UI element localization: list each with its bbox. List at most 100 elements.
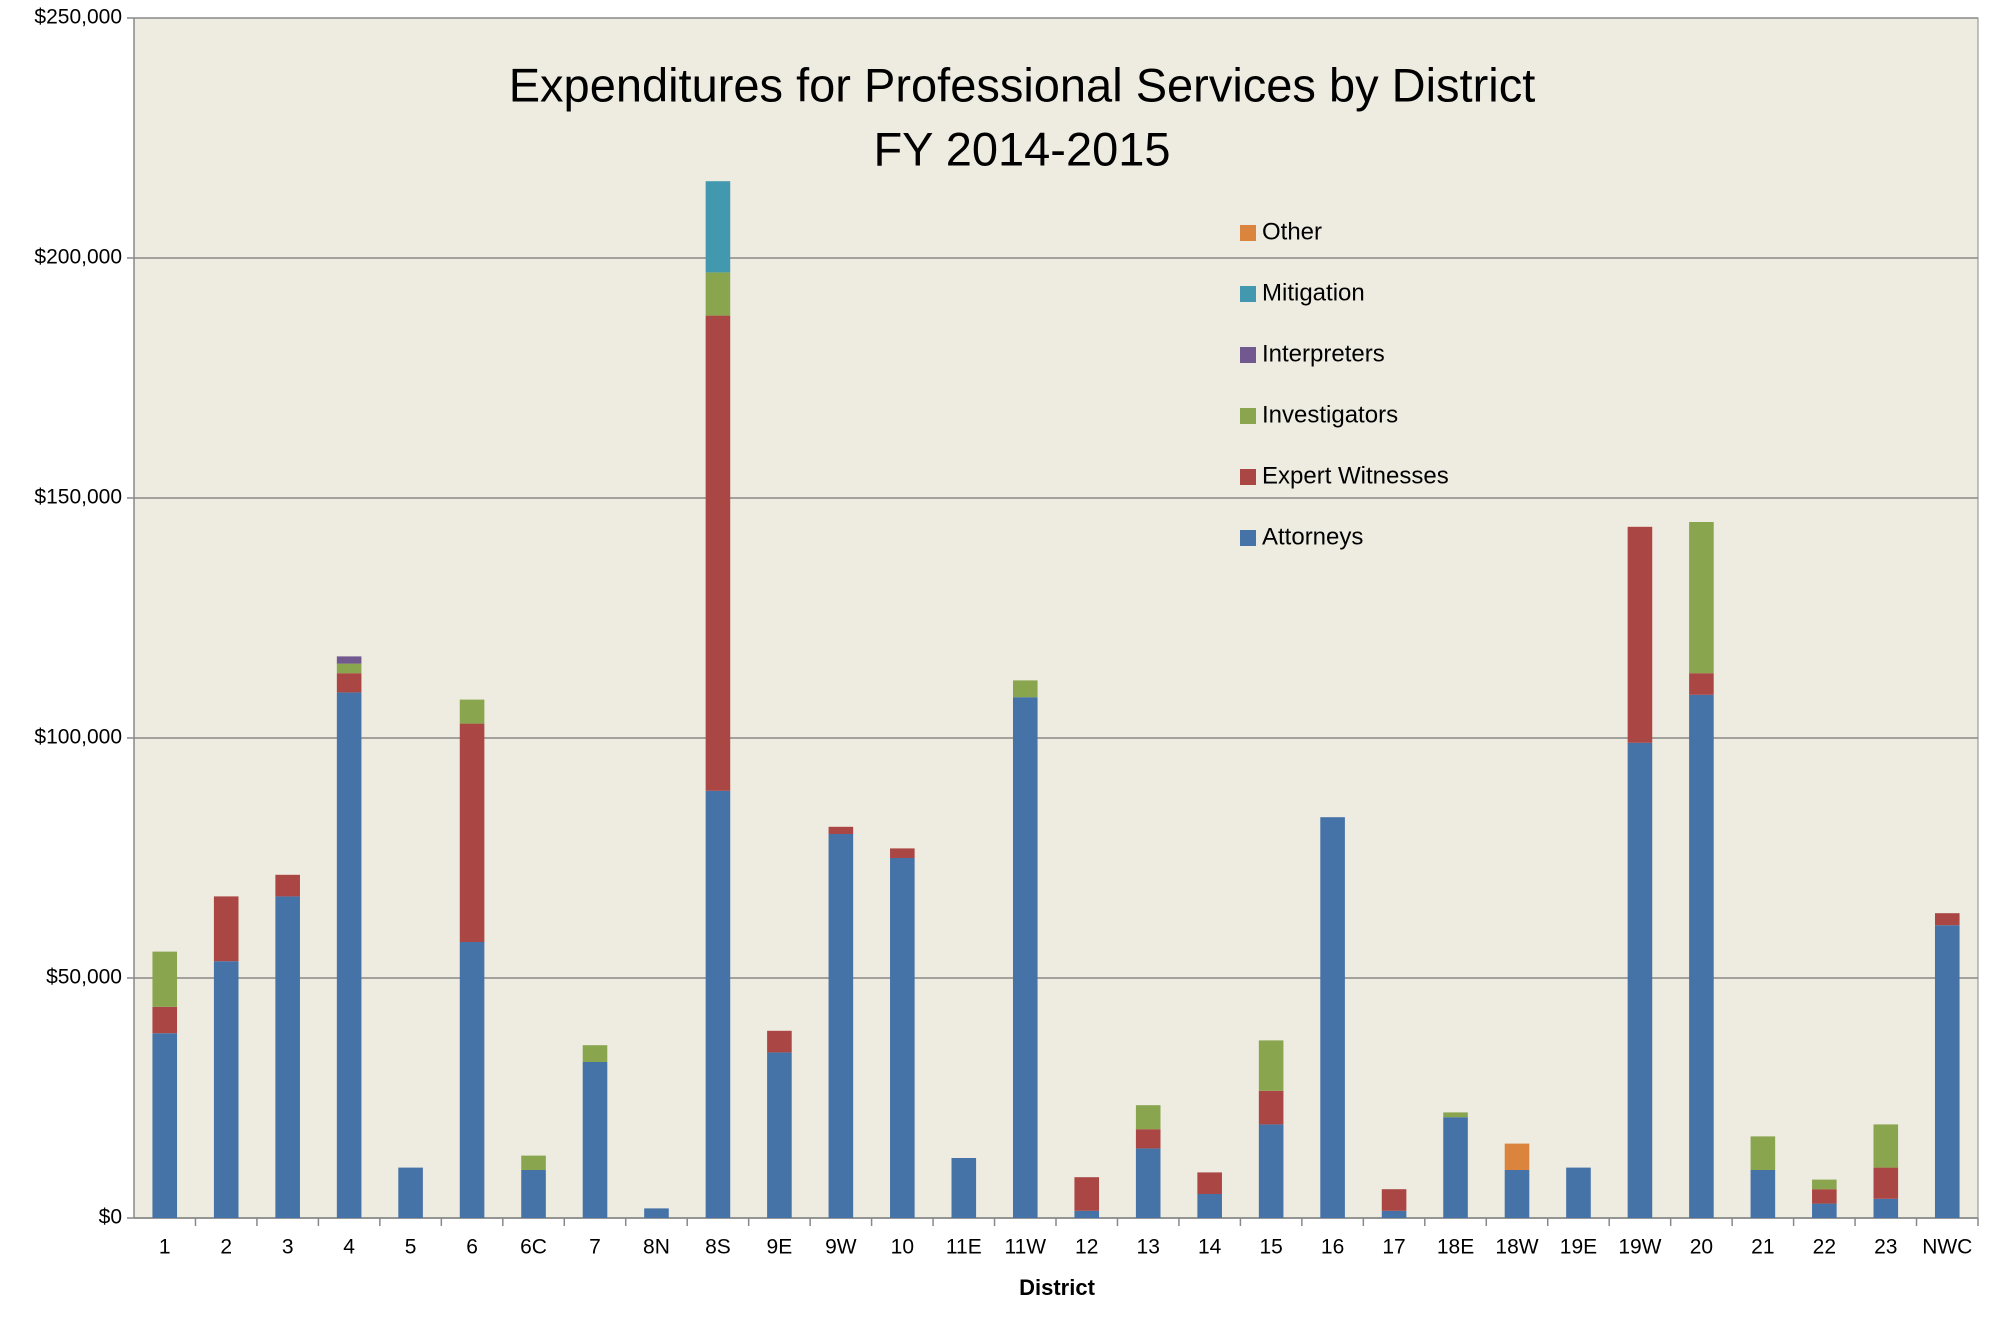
bar-segment <box>1443 1112 1468 1118</box>
bar-segment <box>336 663 362 674</box>
x-tick-label: 20 <box>1690 1236 1713 1259</box>
x-tick-label: 18E <box>1437 1236 1474 1259</box>
bar-segment <box>890 848 915 858</box>
x-tick-label: 6 <box>466 1236 478 1259</box>
bar-segment <box>1934 913 1960 926</box>
bar-segment <box>1258 1124 1284 1218</box>
bar-segment <box>1258 1040 1284 1091</box>
legend-swatch <box>1240 530 1256 546</box>
x-tick-label: 15 <box>1259 1236 1282 1259</box>
x-tick-label: 10 <box>891 1236 914 1259</box>
bar-segment <box>336 673 362 693</box>
bar-segment <box>705 790 731 1218</box>
bar-segment <box>1812 1203 1837 1218</box>
legend-swatch <box>1240 408 1256 424</box>
bar-segment <box>1012 697 1038 1218</box>
x-tick-label: NWC <box>1922 1236 1972 1259</box>
legend-label: Mitigation <box>1262 279 1365 306</box>
x-tick-label: 17 <box>1382 1236 1405 1259</box>
bar-segment <box>1504 1170 1530 1218</box>
x-tick-label: 19E <box>1560 1236 1597 1259</box>
bar-segment <box>1812 1179 1837 1190</box>
bar-segment <box>582 1062 608 1218</box>
bar-segment <box>1873 1124 1899 1168</box>
bar-segment <box>152 1033 178 1218</box>
bar-segment <box>1197 1194 1222 1218</box>
legend-swatch <box>1240 469 1256 485</box>
legend-swatch <box>1240 225 1256 241</box>
bar-segment <box>521 1170 546 1218</box>
legend-swatch <box>1240 286 1256 302</box>
bar-segment <box>1320 817 1345 1218</box>
x-tick-label: 21 <box>1751 1236 1774 1259</box>
bar-segment <box>1873 1167 1899 1199</box>
y-tick-label: $150,000 <box>34 486 122 509</box>
bar-segment <box>275 874 300 897</box>
x-tick-label: 22 <box>1813 1236 1836 1259</box>
legend-label: Attorneys <box>1262 523 1363 550</box>
bar-segment <box>459 699 485 724</box>
y-tick-label: $0 <box>99 1206 122 1229</box>
bar-segment <box>459 942 485 1218</box>
x-tick-label: 23 <box>1874 1236 1897 1259</box>
bar-segment <box>1135 1129 1161 1149</box>
bar-segment <box>767 1030 792 1053</box>
bar-segment <box>275 896 300 1218</box>
y-tick-label: $250,000 <box>34 6 122 29</box>
x-tick-label: 16 <box>1321 1236 1344 1259</box>
bar-segment <box>1566 1167 1591 1218</box>
legend-label: Expert Witnesses <box>1262 462 1449 489</box>
bar-segment <box>705 315 731 791</box>
bar-segment <box>828 826 854 834</box>
y-tick-label: $200,000 <box>34 246 122 269</box>
x-tick-label: 19W <box>1618 1236 1661 1259</box>
y-tick-label: $100,000 <box>34 726 122 749</box>
x-tick-label: 18W <box>1495 1236 1538 1259</box>
chart-title: Expenditures for Professional Services b… <box>509 58 1536 111</box>
legend-label: Other <box>1262 218 1322 245</box>
chart-subtitle: FY 2014-2015 <box>873 122 1170 175</box>
bar-segment <box>951 1158 977 1218</box>
bar-segment <box>213 961 239 1218</box>
x-tick-label: 4 <box>343 1236 355 1259</box>
bar-segment <box>1135 1105 1161 1130</box>
bar-segment <box>1074 1177 1100 1211</box>
bar-segment <box>644 1208 669 1218</box>
bar-segment <box>1627 526 1653 743</box>
x-tick-label: 11W <box>1004 1236 1046 1259</box>
bar-segment <box>1197 1172 1222 1194</box>
plot-area <box>133 17 1979 1219</box>
bar-segment <box>1689 694 1714 1218</box>
bar-segment <box>1443 1117 1468 1218</box>
x-tick-label: 9E <box>767 1236 793 1259</box>
bar-segment <box>705 272 731 316</box>
bar-segment <box>336 656 362 664</box>
x-tick-label: 14 <box>1198 1236 1222 1259</box>
bar-segment <box>705 181 731 273</box>
bar-segment <box>1074 1210 1100 1218</box>
bar-segment <box>1627 742 1653 1218</box>
x-tick-label: 2 <box>220 1236 232 1259</box>
x-tick-label: 3 <box>282 1236 294 1259</box>
x-tick-label: 1 <box>159 1236 171 1259</box>
bar-segment <box>521 1155 546 1170</box>
x-tick-label: 12 <box>1075 1236 1098 1259</box>
bar-segment <box>1381 1189 1407 1211</box>
bar-segment <box>1812 1189 1837 1204</box>
x-tick-label: 11E <box>946 1236 982 1259</box>
bar-segment <box>336 692 362 1218</box>
bar-segment <box>1135 1148 1161 1218</box>
bar-segment <box>152 951 178 1007</box>
x-tick-label: 9W <box>825 1236 857 1259</box>
x-axis-title: District <box>1019 1275 1095 1300</box>
bar-segment <box>459 723 485 942</box>
x-tick-label: 8S <box>705 1236 731 1259</box>
bar-segment <box>828 834 854 1218</box>
bar-segment <box>1258 1090 1284 1125</box>
bar-segment <box>1504 1143 1530 1170</box>
x-tick-label: 8N <box>643 1236 670 1259</box>
y-tick-label: $50,000 <box>46 966 122 989</box>
bar-segment <box>1689 673 1714 695</box>
x-tick-label: 6C <box>520 1236 547 1259</box>
bar-segment <box>1381 1210 1407 1218</box>
